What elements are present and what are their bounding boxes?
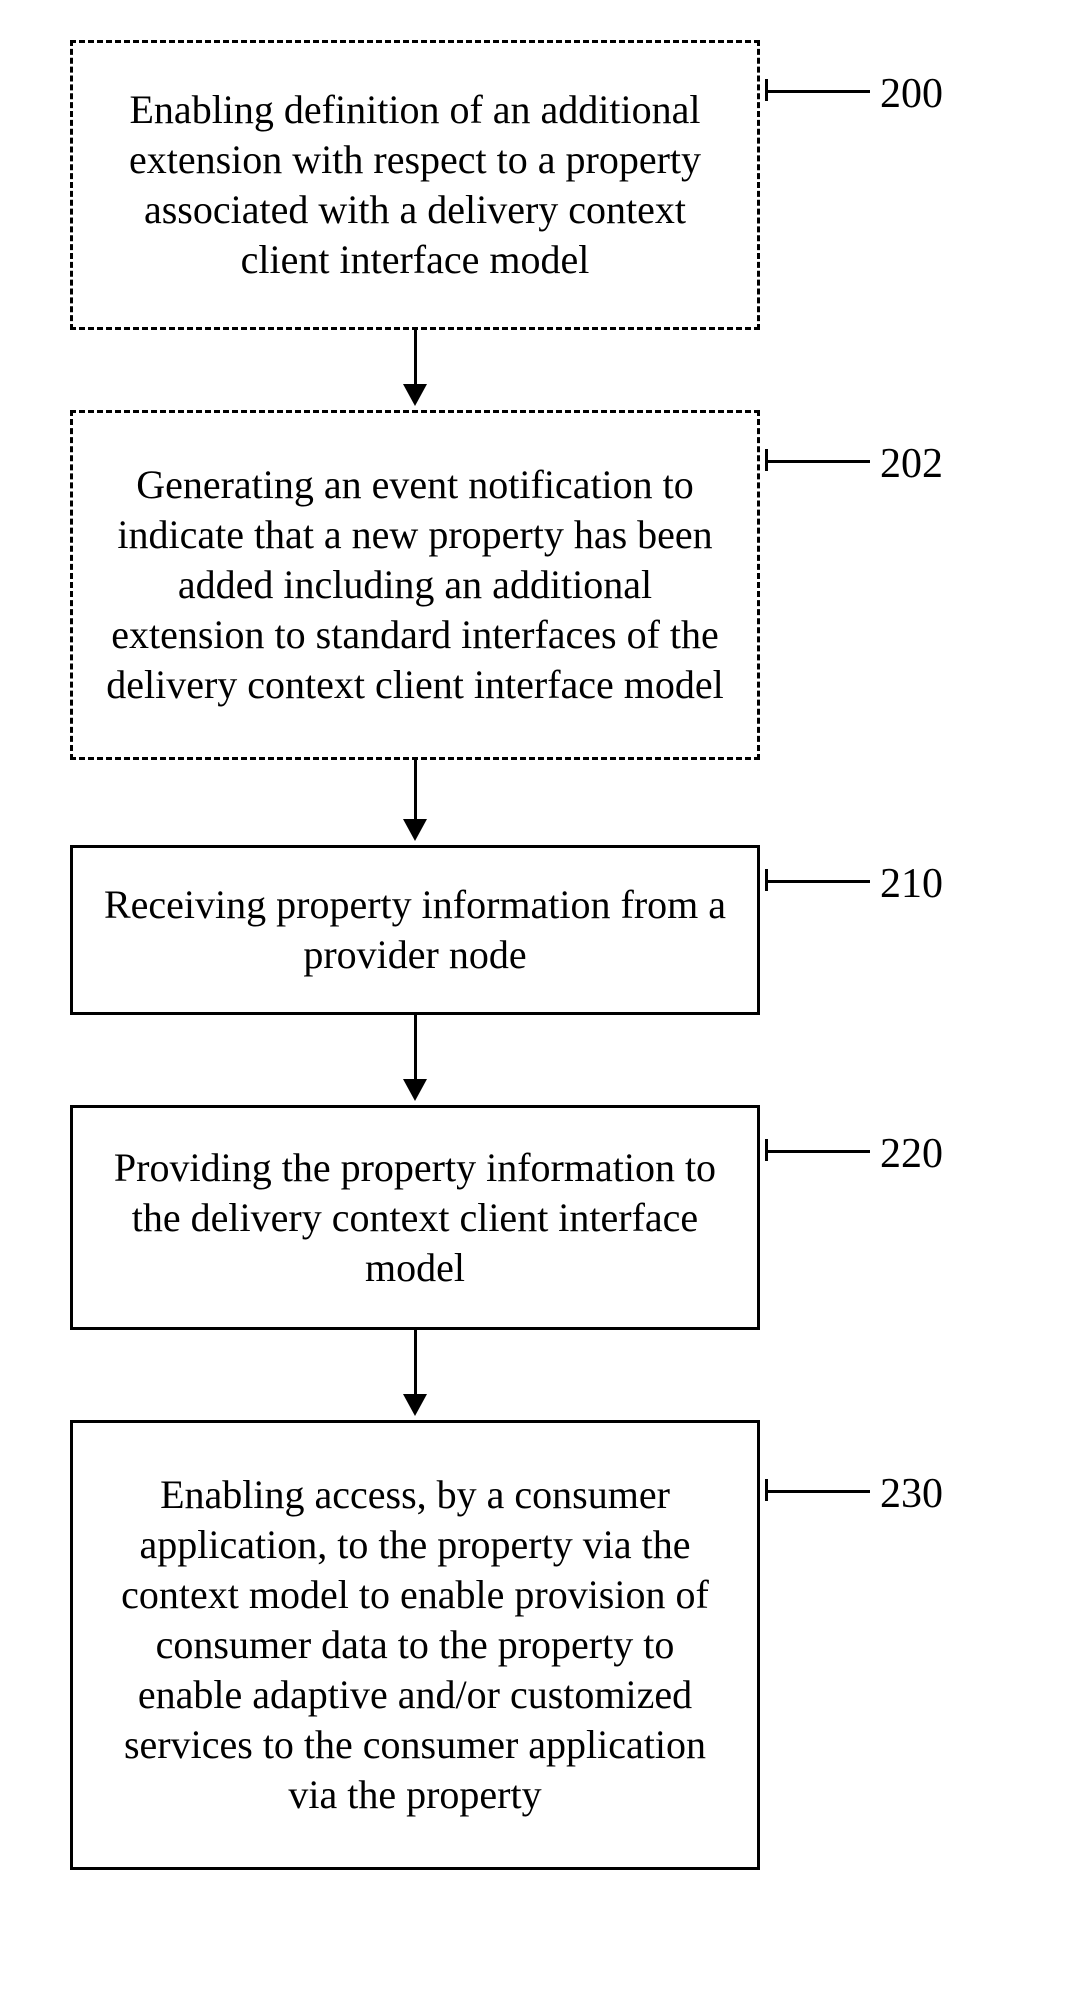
flow-box-202: Generating an event notification to indi… <box>70 410 760 760</box>
leader-line-200 <box>765 90 870 93</box>
leader-tick-230 <box>765 1479 768 1501</box>
leader-tick-200 <box>765 79 768 101</box>
leader-tick-202 <box>765 449 768 471</box>
flow-box-230: Enabling access, by a consumer applicati… <box>70 1420 760 1870</box>
flow-box-220: Providing the property information to th… <box>70 1105 760 1330</box>
flow-box-210: Receiving property information from a pr… <box>70 845 760 1015</box>
flow-box-200-text: Enabling definition of an additional ext… <box>103 85 727 285</box>
leader-line-220 <box>765 1150 870 1153</box>
leader-line-230 <box>765 1490 870 1493</box>
flow-box-202-text: Generating an event notification to indi… <box>103 460 727 710</box>
flow-label-230: 230 <box>880 1470 943 1518</box>
leader-line-210 <box>765 880 870 883</box>
flow-box-210-text: Receiving property information from a pr… <box>103 880 727 980</box>
leader-line-202 <box>765 460 870 463</box>
flow-label-210: 210 <box>880 860 943 908</box>
arrow-200-202 <box>403 330 427 406</box>
flow-box-230-text: Enabling access, by a consumer applicati… <box>103 1470 727 1820</box>
flow-label-200: 200 <box>880 70 943 118</box>
flow-box-200: Enabling definition of an additional ext… <box>70 40 760 330</box>
flow-box-220-text: Providing the property information to th… <box>103 1143 727 1293</box>
flow-label-220: 220 <box>880 1130 943 1178</box>
arrow-202-210 <box>403 760 427 841</box>
flow-label-202: 202 <box>880 440 943 488</box>
leader-tick-220 <box>765 1139 768 1161</box>
leader-tick-210 <box>765 869 768 891</box>
arrow-210-220 <box>403 1015 427 1101</box>
arrow-220-230 <box>403 1330 427 1416</box>
